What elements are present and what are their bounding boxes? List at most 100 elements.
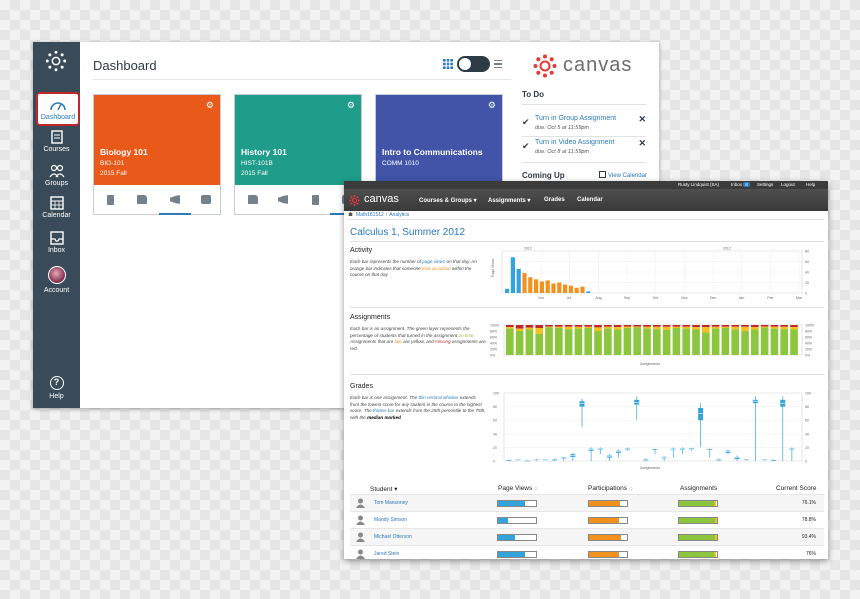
gear-icon[interactable]: ⚙ bbox=[487, 100, 496, 110]
nav-calendar[interactable]: Calendar bbox=[33, 196, 80, 219]
y-tick-label: 80% bbox=[805, 330, 812, 334]
inbox-link[interactable]: Inbox 8 bbox=[731, 182, 750, 187]
late-bar bbox=[702, 327, 710, 333]
announcement-icon[interactable] bbox=[170, 195, 180, 204]
list-view-icon[interactable] bbox=[494, 60, 502, 68]
course-card[interactable]: ⚙ History 101 HIST-101B 2015 Fall bbox=[234, 94, 362, 215]
x-tick-label: Jan bbox=[739, 296, 745, 300]
missing-bar bbox=[594, 325, 602, 328]
view-toggle[interactable] bbox=[457, 56, 490, 72]
activity-bar bbox=[510, 257, 515, 293]
nav-account[interactable]: Account bbox=[33, 266, 80, 294]
col-current-score[interactable]: Current Score bbox=[776, 485, 816, 492]
divider bbox=[522, 162, 646, 163]
todo-title[interactable]: Turn in Video Assignment bbox=[535, 139, 615, 146]
home-icon[interactable] bbox=[348, 212, 353, 216]
gear-icon[interactable]: ⚙ bbox=[346, 100, 355, 110]
groups-icon bbox=[49, 164, 64, 178]
table-row[interactable]: Michael Otterson 93.4% bbox=[350, 528, 824, 545]
divider bbox=[350, 374, 824, 375]
card-view-icon[interactable] bbox=[443, 59, 453, 69]
canvas-logo-icon[interactable] bbox=[349, 195, 360, 206]
logout-link[interactable]: Logout bbox=[781, 182, 795, 187]
participations-fill bbox=[589, 501, 621, 506]
course-card-hero[interactable]: ⚙ History 101 HIST-101B 2015 Fall bbox=[235, 95, 361, 185]
student-name[interactable]: Mandy Simson bbox=[374, 517, 408, 523]
table-row[interactable]: Jared Stein 76% bbox=[350, 545, 824, 559]
nav-courses-groups[interactable]: Courses & Groups ▾ bbox=[419, 198, 477, 204]
help-link[interactable]: Help bbox=[806, 182, 816, 187]
participations-bar bbox=[588, 517, 628, 524]
gear-icon[interactable]: ⚙ bbox=[205, 100, 214, 110]
on-time-bar bbox=[545, 327, 553, 355]
close-icon[interactable]: ✕ bbox=[638, 114, 646, 124]
announcement-icon[interactable] bbox=[278, 195, 288, 204]
activity-bar bbox=[516, 268, 521, 293]
missing-bar bbox=[731, 325, 740, 327]
todo-item[interactable]: ✔ Turn in Group Assignment due: Oct 5 at… bbox=[522, 114, 646, 136]
nav-calendar[interactable]: Calendar bbox=[577, 197, 603, 203]
nav-grades[interactable]: Grades bbox=[544, 197, 565, 203]
on-time-bar bbox=[594, 331, 602, 355]
grade-box bbox=[689, 448, 694, 450]
document-icon[interactable] bbox=[107, 195, 114, 205]
col-page-views[interactable]: Page Views ◇ bbox=[498, 485, 538, 492]
breadcrumb-course[interactable]: Math181512 bbox=[356, 212, 384, 218]
folder-icon[interactable] bbox=[137, 195, 147, 204]
settings-link[interactable]: Settings bbox=[757, 182, 774, 187]
y-tick-label: 20 bbox=[493, 446, 497, 450]
y-tick-label: 60 bbox=[493, 419, 497, 423]
y-tick-label: 20 bbox=[805, 446, 809, 450]
col-participations[interactable]: Participations ◇ bbox=[588, 485, 633, 492]
col-assignments[interactable]: Assignments bbox=[680, 485, 717, 492]
late-bar bbox=[613, 327, 622, 330]
course-card-hero[interactable]: ⚙ Intro to Communications COMM 1010 bbox=[376, 95, 502, 185]
current-score: 76.1% bbox=[801, 500, 816, 506]
missing-bar bbox=[604, 325, 612, 327]
year-label: 2012 bbox=[524, 247, 532, 251]
missing-bar bbox=[613, 325, 622, 328]
view-calendar-link[interactable]: View Calendar bbox=[599, 171, 647, 179]
todo-title[interactable]: Turn in Group Assignment bbox=[535, 115, 617, 122]
student-name[interactable]: Jared Stein bbox=[374, 551, 400, 557]
user-link[interactable]: Rusty Lindquist (SA) bbox=[678, 182, 720, 187]
col-participations-label: Participations bbox=[588, 485, 628, 492]
nav-dashboard[interactable]: Dashboard bbox=[36, 92, 80, 126]
col-student[interactable]: Student ▾ bbox=[370, 485, 397, 493]
on-time-bar bbox=[584, 328, 593, 355]
table-row[interactable]: Mandy Simson 78.8% bbox=[350, 511, 824, 528]
grade-box bbox=[652, 448, 658, 450]
table-row[interactable]: Tom Mansoney 76.1% bbox=[350, 494, 824, 511]
student-name[interactable]: Tom Mansoney bbox=[374, 500, 408, 506]
nav-courses[interactable]: Courses bbox=[33, 130, 80, 153]
assignment-check-icon: ✔ bbox=[522, 141, 530, 151]
activity-bar bbox=[539, 281, 544, 293]
nav-groups[interactable]: Groups bbox=[33, 164, 80, 187]
todo-item[interactable]: ✔ Turn in Video Assignment due: Oct 8 at… bbox=[522, 138, 646, 160]
missing-bar bbox=[623, 325, 632, 327]
y-tick-label: 40% bbox=[805, 342, 812, 346]
desc-text: Each bar is an assignment. The green lay… bbox=[350, 326, 470, 338]
discussion-icon[interactable] bbox=[201, 195, 211, 204]
document-icon[interactable] bbox=[312, 195, 319, 205]
on-time-bar bbox=[790, 329, 798, 355]
student-avatar-icon bbox=[356, 498, 365, 508]
canvas-wordmark[interactable]: canvas bbox=[364, 193, 399, 205]
desc-text: Each bar is one assignment. The bbox=[350, 395, 419, 400]
canvas-logo-icon[interactable] bbox=[45, 50, 67, 72]
student-name[interactable]: Michael Otterson bbox=[374, 534, 412, 540]
close-icon[interactable]: ✕ bbox=[638, 138, 646, 148]
nav-help[interactable]: ? Help bbox=[33, 376, 80, 400]
late-bar bbox=[662, 326, 671, 330]
course-card-hero[interactable]: ⚙ Biology 101 BIO-101 2015 Fall bbox=[94, 95, 220, 185]
nav-calendar-label: Calendar bbox=[42, 212, 71, 219]
todo-due: due: Oct 8 at 11:59pm bbox=[535, 149, 590, 155]
folder-icon[interactable] bbox=[248, 195, 258, 204]
late-bar bbox=[584, 326, 593, 328]
course-card[interactable]: ⚙ Biology 101 BIO-101 2015 Fall bbox=[93, 94, 221, 215]
on-time-bar bbox=[525, 329, 534, 355]
nav-assignments[interactable]: Assignments ▾ bbox=[488, 198, 531, 204]
nav-inbox[interactable]: Inbox bbox=[33, 231, 80, 254]
desc-text: on that day. An orange bar indicates tha… bbox=[350, 259, 477, 271]
breadcrumb-analytics[interactable]: Analytics bbox=[389, 212, 410, 218]
